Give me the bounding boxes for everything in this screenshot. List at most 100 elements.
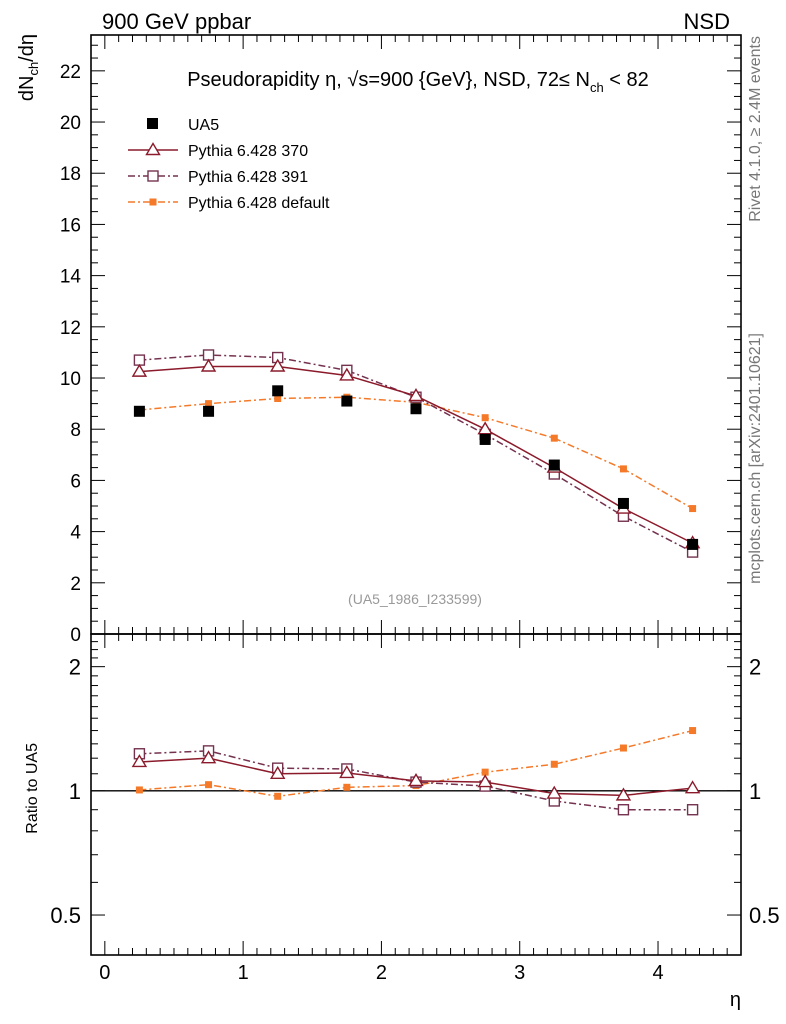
main-y-tick-label: 14 <box>60 267 82 288</box>
x-tick-label: 0 <box>99 962 110 984</box>
point-pythia-6-428-default <box>481 414 489 422</box>
main-y-tick-label: 10 <box>60 369 81 390</box>
main-y-tick-label: 16 <box>60 215 81 236</box>
point-pythia-6-428-default <box>550 434 558 442</box>
point-ua5 <box>687 538 699 550</box>
point-pythia-6-428-default <box>135 786 143 794</box>
point-ua5 <box>479 433 491 445</box>
point-pythia-6-428-391 <box>686 804 699 816</box>
point-pythia-6-428-default <box>550 760 558 768</box>
point-pythia-6-428-370 <box>408 388 424 402</box>
x-tick-label: 1 <box>238 962 249 984</box>
point-pythia-6-428-391 <box>133 354 146 366</box>
point-pythia-6-428-370 <box>339 765 355 779</box>
point-pythia-6-428-default <box>274 394 282 402</box>
energy-label: 900 GeV ppbar <box>102 9 251 34</box>
main-title: Pseudorapidity η, √s=900 {GeV}, NSD, 72≤… <box>187 69 649 95</box>
legend: UA5 Pythia 6.428 370 Pythia 6.428 391 Py… <box>128 117 330 212</box>
ratio-y-tick-label: 1 <box>69 779 81 804</box>
ratio-y-tick-label: 0.5 <box>50 903 81 928</box>
point-pythia-6-428-370 <box>269 765 286 779</box>
legend-marker-pythia-default <box>149 198 157 206</box>
point-pythia-6-428-default <box>274 792 282 800</box>
point-pythia-6-428-default <box>343 783 351 791</box>
point-pythia-6-428-370 <box>200 358 217 372</box>
x-axis-label: η <box>730 989 741 1011</box>
legend-entry-pythia-391: Pythia 6.428 391 <box>128 169 308 186</box>
main-axis-ticks: 0 2 4 6 8 10 12 14 16 18 20 22 <box>60 35 741 646</box>
legend-marker-ua5 <box>147 118 158 129</box>
ratio-y-tick-label: 2 <box>69 655 81 680</box>
legend-label-pythia-default: Pythia 6.428 default <box>188 195 330 212</box>
point-pythia-6-428-default <box>619 744 627 752</box>
main-y-tick-label: 20 <box>60 113 81 134</box>
series-pythia-6-428-370 <box>131 358 701 549</box>
point-pythia-6-428-370 <box>131 363 148 377</box>
point-pythia-6-428-370 <box>131 754 148 768</box>
point-pythia-6-428-default <box>481 768 489 776</box>
ratio-y-tick-label-right: 2 <box>749 655 761 680</box>
analysis-watermark: (UA5_1986_I233599) <box>348 591 482 607</box>
point-pythia-6-428-370 <box>269 358 286 372</box>
ratio-y-tick-label-right: 0.5 <box>749 903 780 928</box>
point-pythia-6-428-370 <box>615 787 632 801</box>
main-y-tick-label: 12 <box>60 318 81 339</box>
main-y-tick-label: 4 <box>70 523 81 544</box>
ratio-plot-area <box>131 727 701 816</box>
legend-entry-ua5: UA5 <box>147 117 219 134</box>
process-label: NSD <box>684 9 730 34</box>
main-y-tick-label: 6 <box>70 471 81 492</box>
x-tick-label: 3 <box>514 962 525 984</box>
series-pythia-6-428-370 <box>131 750 701 801</box>
legend-entry-pythia-370: Pythia 6.428 370 <box>128 142 308 160</box>
main-y-axis-label: dNch/dη <box>16 34 41 101</box>
mcplots-label: mcplots.cern.ch [arXiv:2401.10621] <box>747 333 764 584</box>
point-pythia-6-428-370 <box>477 774 493 788</box>
legend-label-pythia-391: Pythia 6.428 391 <box>188 169 308 186</box>
point-ua5 <box>272 385 284 397</box>
point-pythia-6-428-391 <box>617 804 630 816</box>
point-pythia-6-428-default <box>205 781 213 789</box>
main-y-tick-label: 0 <box>70 625 81 646</box>
point-pythia-6-428-391 <box>202 349 215 361</box>
main-y-tick-label: 8 <box>70 420 81 441</box>
point-ua5 <box>133 405 145 417</box>
legend-entry-pythia-default: Pythia 6.428 default <box>128 195 330 212</box>
series-line-pythia-6-428-default <box>139 396 693 510</box>
main-plot-area <box>131 349 701 558</box>
point-ua5 <box>410 403 422 415</box>
point-pythia-6-428-370 <box>546 785 563 799</box>
point-pythia-6-428-default <box>689 505 697 513</box>
x-tick-label: 2 <box>376 962 387 984</box>
point-ua5 <box>548 459 560 471</box>
ratio-axis-ticks: 0.5 0.5 1 1 2 2 0 1 2 3 4 <box>50 634 780 984</box>
point-pythia-6-428-370 <box>200 750 217 764</box>
point-pythia-6-428-370 <box>477 421 493 435</box>
series-pythia-6-428-391 <box>133 349 699 558</box>
point-ua5 <box>341 395 353 407</box>
ratio-y-axis-label: Ratio to UA5 <box>24 743 41 834</box>
ratio-frame <box>90 633 742 956</box>
legend-label-ua5: UA5 <box>188 117 219 134</box>
main-y-tick-label: 18 <box>60 164 81 185</box>
point-ua5 <box>617 497 629 509</box>
point-pythia-6-428-370 <box>684 780 701 794</box>
point-pythia-6-428-default <box>205 400 213 408</box>
rivet-label: Rivet 4.1.0, ≥ 2.4M events <box>747 36 764 222</box>
series-ua5 <box>133 385 699 550</box>
series-line-pythia-6-428-391 <box>139 354 693 553</box>
point-pythia-6-428-default <box>689 727 697 735</box>
point-ua5 <box>203 405 215 417</box>
point-pythia-6-428-default <box>619 465 627 473</box>
point-pythia-6-428-370 <box>408 773 424 787</box>
main-y-tick-label: 2 <box>70 574 81 595</box>
legend-label-pythia-370: Pythia 6.428 370 <box>188 143 308 160</box>
x-tick-label: 4 <box>652 962 663 984</box>
series-line-pythia-6-428-default <box>139 729 693 798</box>
legend-marker-pythia-370 <box>145 142 161 156</box>
point-pythia-6-428-370 <box>339 367 355 381</box>
main-y-tick-label: 22 <box>60 62 81 83</box>
ratio-y-tick-label-right: 1 <box>749 779 761 804</box>
series-pythia-6-428-default <box>135 727 697 800</box>
